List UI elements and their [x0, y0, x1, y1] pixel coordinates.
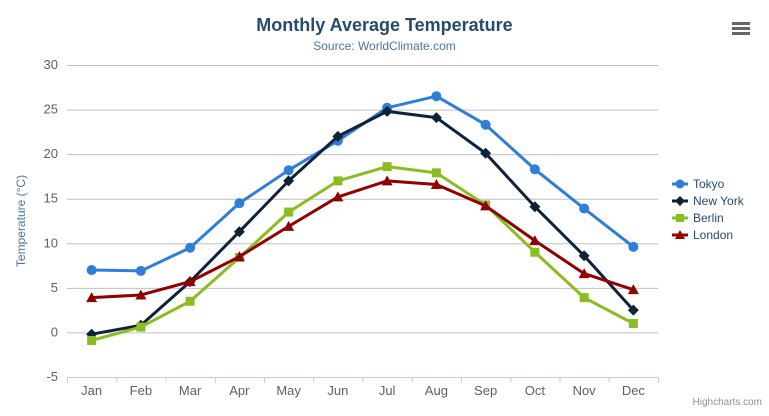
data-point-tokyo-apr[interactable]	[234, 198, 245, 209]
data-point-new-york-may[interactable]	[283, 175, 295, 187]
triangle-marker-icon	[672, 229, 688, 239]
credits-link[interactable]: Highcharts.com	[692, 397, 762, 408]
data-point-london-oct[interactable]	[529, 235, 541, 246]
x-axis-label: Sep	[474, 383, 497, 398]
data-point-berlin-jan[interactable]	[87, 335, 97, 345]
square-marker-icon	[672, 213, 688, 222]
x-axis-label: May	[276, 383, 301, 398]
data-point-new-york-sep[interactable]	[480, 147, 492, 159]
data-point-london-may[interactable]	[283, 220, 295, 231]
series-line-berlin[interactable]	[90, 165, 635, 342]
legend: Tokyo New York Berlin London	[672, 175, 744, 243]
x-axis-label: Dec	[622, 383, 646, 398]
data-point-tokyo-mar[interactable]	[185, 242, 196, 253]
data-point-berlin-may[interactable]	[284, 207, 294, 217]
y-axis-label: 30	[44, 57, 58, 72]
menu-bar	[732, 32, 750, 35]
data-point-london-aug[interactable]	[430, 178, 442, 189]
data-point-new-york-aug[interactable]	[430, 112, 442, 124]
x-axis-label: Jun	[327, 383, 348, 398]
data-point-tokyo-aug[interactable]	[431, 91, 442, 102]
y-axis-label: 25	[44, 102, 58, 117]
legend-label: London	[693, 227, 734, 242]
data-point-london-dec[interactable]	[627, 284, 639, 295]
chart-title: Monthly Average Temperature	[256, 15, 513, 35]
y-axis-label: 0	[51, 324, 58, 339]
data-point-london-jan[interactable]	[86, 292, 98, 303]
series-line-new-york[interactable]	[90, 109, 635, 336]
legend-item-berlin[interactable]: Berlin	[672, 209, 744, 226]
data-point-tokyo-may[interactable]	[283, 165, 294, 176]
data-point-new-york-oct[interactable]	[529, 201, 541, 213]
data-point-berlin-mar[interactable]	[185, 296, 195, 306]
y-axis-label: -5	[46, 369, 58, 384]
data-point-berlin-dec[interactable]	[628, 319, 638, 329]
data-point-new-york-jun[interactable]	[332, 130, 344, 142]
legend-label: New York	[693, 193, 744, 208]
data-point-tokyo-oct[interactable]	[529, 164, 540, 175]
legend-item-tokyo[interactable]: Tokyo	[672, 175, 744, 192]
chart-subtitle: Source: WorldClimate.com	[313, 39, 456, 53]
data-point-tokyo-feb[interactable]	[135, 265, 146, 276]
circle-marker-icon	[672, 179, 688, 188]
data-point-tokyo-sep[interactable]	[480, 119, 491, 130]
legend-label: Tokyo	[693, 176, 725, 191]
data-point-berlin-nov[interactable]	[579, 293, 589, 303]
legend-item-new-york[interactable]: New York	[672, 192, 744, 209]
data-point-tokyo-nov[interactable]	[579, 203, 590, 214]
x-axis-label: Feb	[130, 383, 152, 398]
data-point-tokyo-dec[interactable]	[628, 241, 639, 252]
data-point-new-york-jul[interactable]	[381, 105, 393, 117]
diamond-marker-icon	[672, 195, 688, 206]
x-axis-label: Oct	[525, 383, 546, 398]
x-axis-label: Jul	[379, 383, 396, 398]
data-point-london-mar[interactable]	[184, 276, 196, 287]
x-axis-label: Mar	[179, 383, 202, 398]
data-point-berlin-jun[interactable]	[333, 176, 343, 186]
data-point-london-apr[interactable]	[233, 251, 245, 262]
data-point-berlin-jul[interactable]	[382, 162, 392, 172]
x-axis-label: Aug	[425, 383, 448, 398]
data-point-berlin-aug[interactable]	[431, 168, 441, 178]
y-axis-title: Temperature (°C)	[14, 175, 28, 267]
data-point-london-jul[interactable]	[381, 175, 393, 186]
data-point-new-york-apr[interactable]	[233, 226, 245, 238]
y-axis-label: 10	[44, 235, 58, 250]
hamburger-menu-icon[interactable]	[732, 22, 750, 35]
y-axis-label: 15	[44, 191, 58, 206]
x-axis-label: Jan	[81, 383, 102, 398]
data-point-new-york-nov[interactable]	[578, 250, 590, 262]
data-point-london-nov[interactable]	[578, 268, 590, 279]
y-axis-label: 5	[51, 280, 58, 295]
y-axis-label: 20	[44, 146, 58, 161]
legend-label: Berlin	[693, 210, 724, 225]
data-point-london-sep[interactable]	[480, 200, 492, 211]
menu-bar	[732, 22, 750, 25]
data-point-new-york-dec[interactable]	[627, 304, 639, 316]
data-point-tokyo-jan[interactable]	[86, 265, 97, 276]
legend-item-london[interactable]: London	[672, 226, 744, 243]
data-point-berlin-oct[interactable]	[530, 247, 540, 257]
x-axis-label: Apr	[229, 383, 250, 398]
data-point-london-feb[interactable]	[135, 289, 147, 300]
menu-bar	[732, 27, 750, 30]
data-point-berlin-feb[interactable]	[136, 322, 146, 332]
series-line-london[interactable]	[90, 179, 635, 300]
x-axis-label: Nov	[573, 383, 597, 398]
data-point-london-jun[interactable]	[332, 191, 344, 202]
